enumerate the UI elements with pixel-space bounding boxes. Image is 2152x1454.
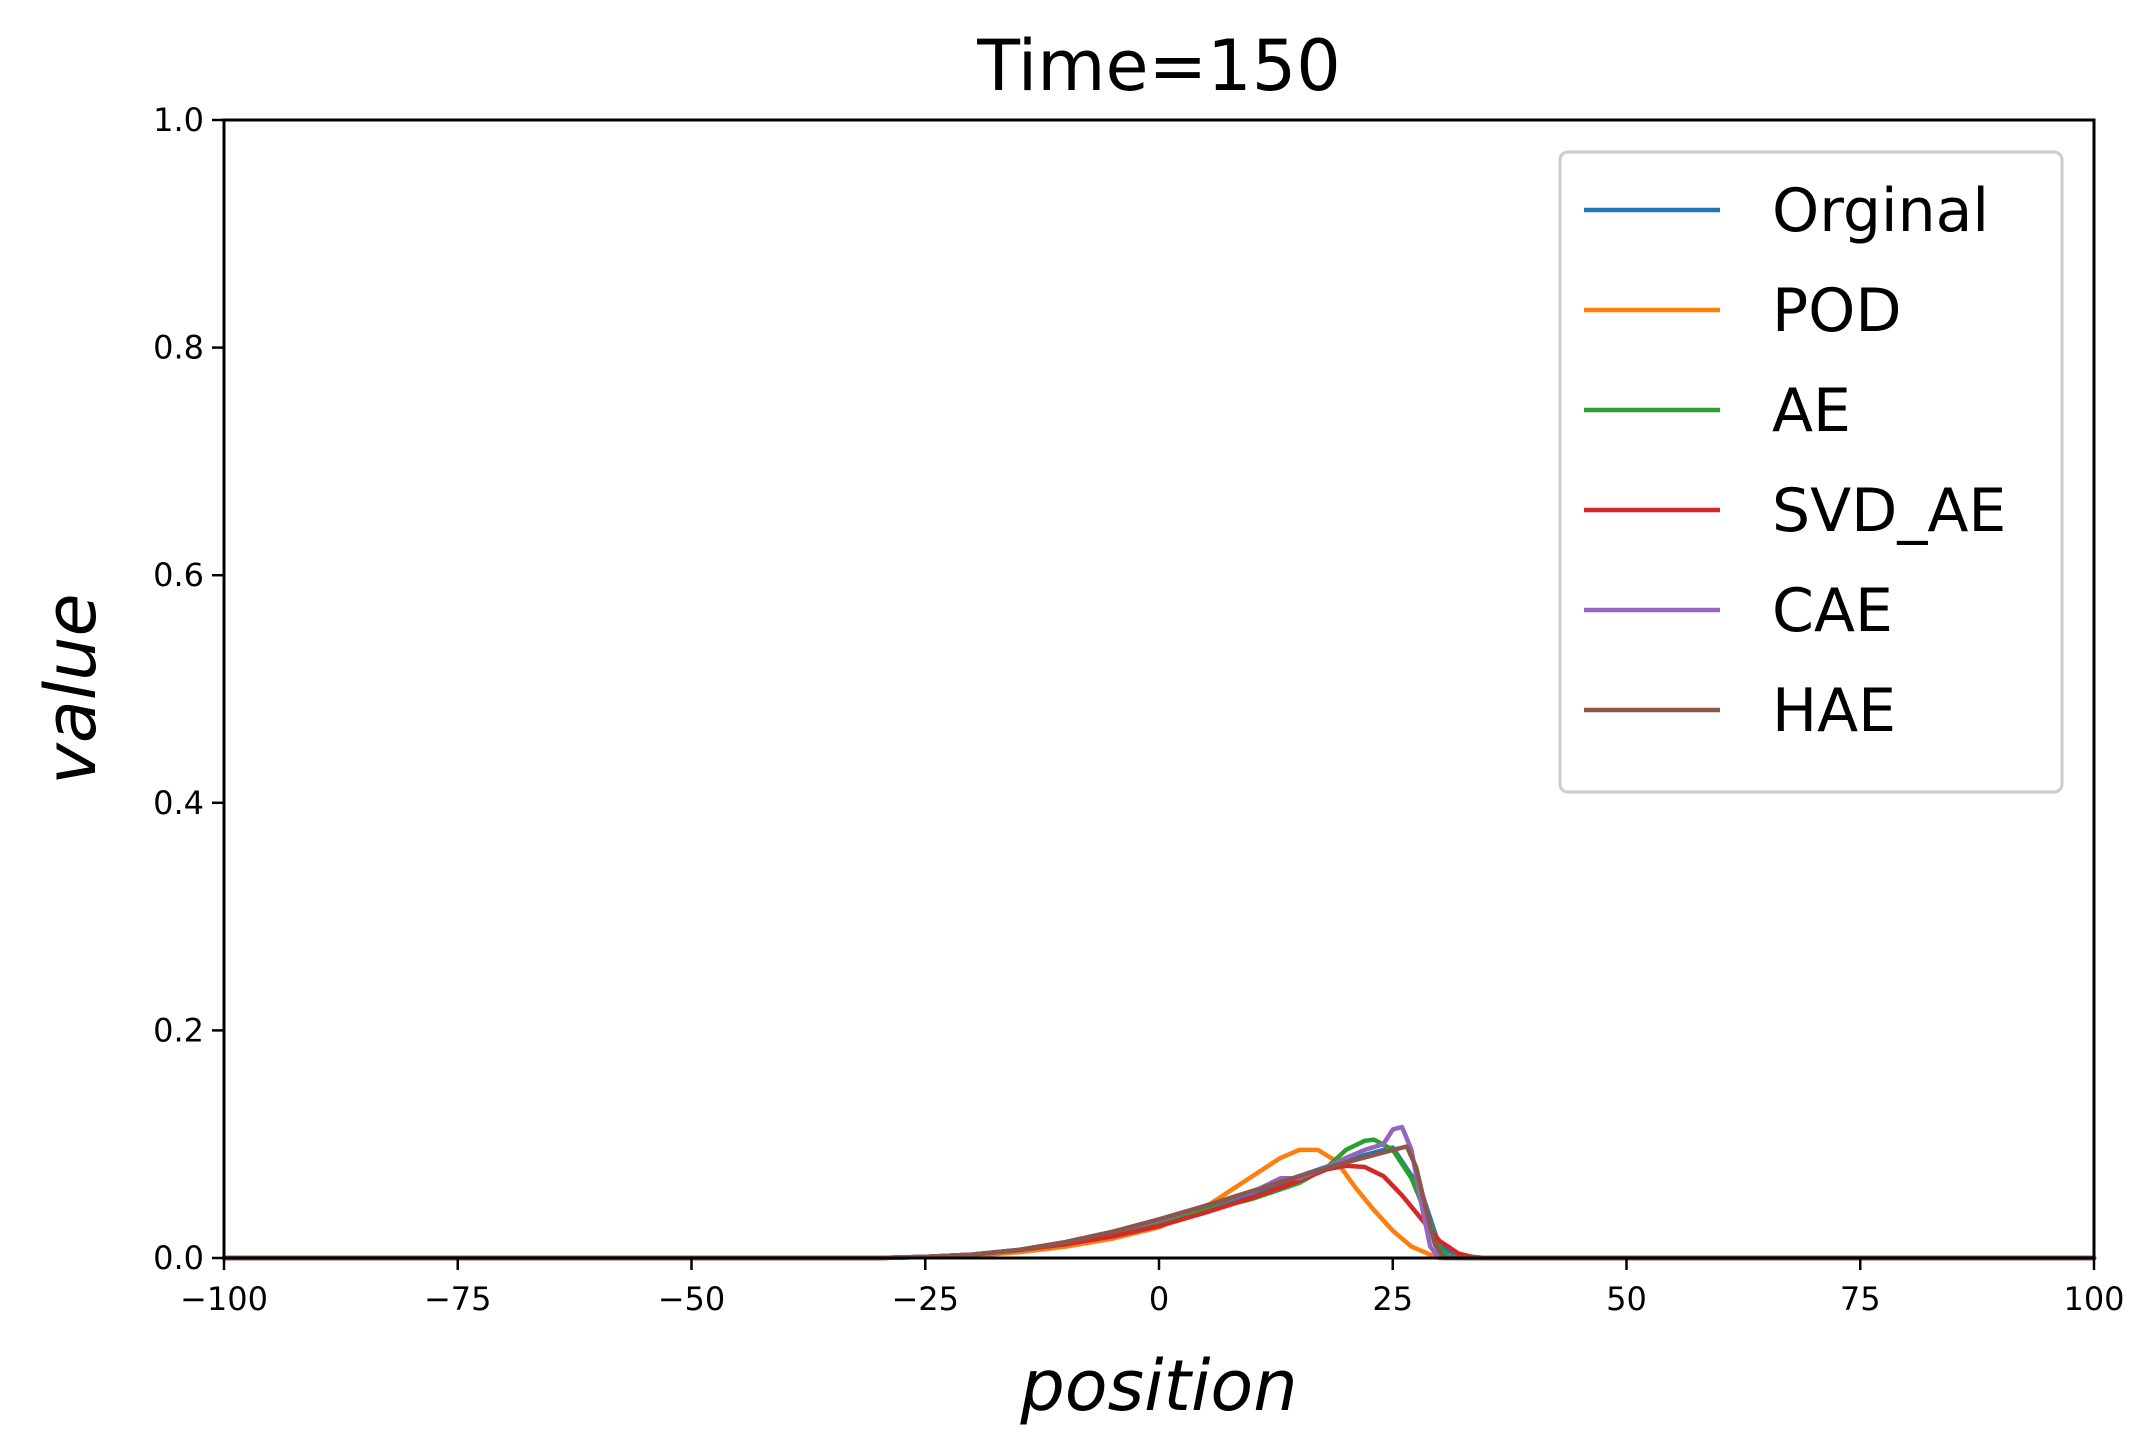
series-line-hae — [221, 1144, 2097, 1261]
x-tick-label: −75 — [424, 1280, 492, 1318]
series-line-pod — [221, 1147, 2097, 1261]
x-tick-label: 0 — [1149, 1280, 1169, 1318]
x-tick-label: 75 — [1840, 1280, 1881, 1318]
x-tick-label: 100 — [2063, 1280, 2124, 1318]
legend-label-cae: CAE — [1772, 576, 1893, 646]
series-line-cae — [221, 1124, 2097, 1261]
lines-layer — [221, 1124, 2097, 1261]
y-tick-label: 0.4 — [153, 784, 204, 822]
legend-label-hae: HAE — [1772, 676, 1896, 746]
series-line-orginal — [221, 1145, 2097, 1261]
chart-title: Time=150 — [976, 25, 1341, 107]
x-tick-label: 25 — [1372, 1280, 1413, 1318]
series-line-svd-ae — [221, 1163, 2097, 1261]
legend-label-ae: AE — [1772, 376, 1851, 446]
x-tick-label: −50 — [658, 1280, 726, 1318]
y-tick-label: 0.6 — [153, 556, 204, 594]
y-tick-label: 0.2 — [153, 1011, 204, 1049]
y-axis-label: value — [30, 593, 112, 784]
legend: Orginal POD AE SVD_AE CAE HAE — [1558, 150, 2064, 794]
y-tick-label: 0.8 — [153, 329, 204, 367]
x-axis-label: position — [1019, 1345, 1297, 1427]
legend-label-svd-ae: SVD_AE — [1772, 476, 2006, 546]
legend-label-orginal: Orginal — [1772, 176, 1989, 246]
series-line-ae — [221, 1137, 2097, 1261]
x-tick-label: 50 — [1606, 1280, 1647, 1318]
legend-label-pod: POD — [1772, 276, 1902, 346]
y-tick-label: 1.0 — [153, 101, 204, 139]
x-axis-ticks: −100 −75 −50 −25 0 25 50 75 100 — [180, 1258, 2125, 1318]
x-tick-label: −100 — [180, 1280, 268, 1318]
y-tick-label: 0.0 — [153, 1239, 204, 1277]
x-tick-label: −25 — [891, 1280, 959, 1318]
y-axis-ticks: 0.0 0.2 0.4 0.6 0.8 1.0 — [153, 101, 224, 1277]
